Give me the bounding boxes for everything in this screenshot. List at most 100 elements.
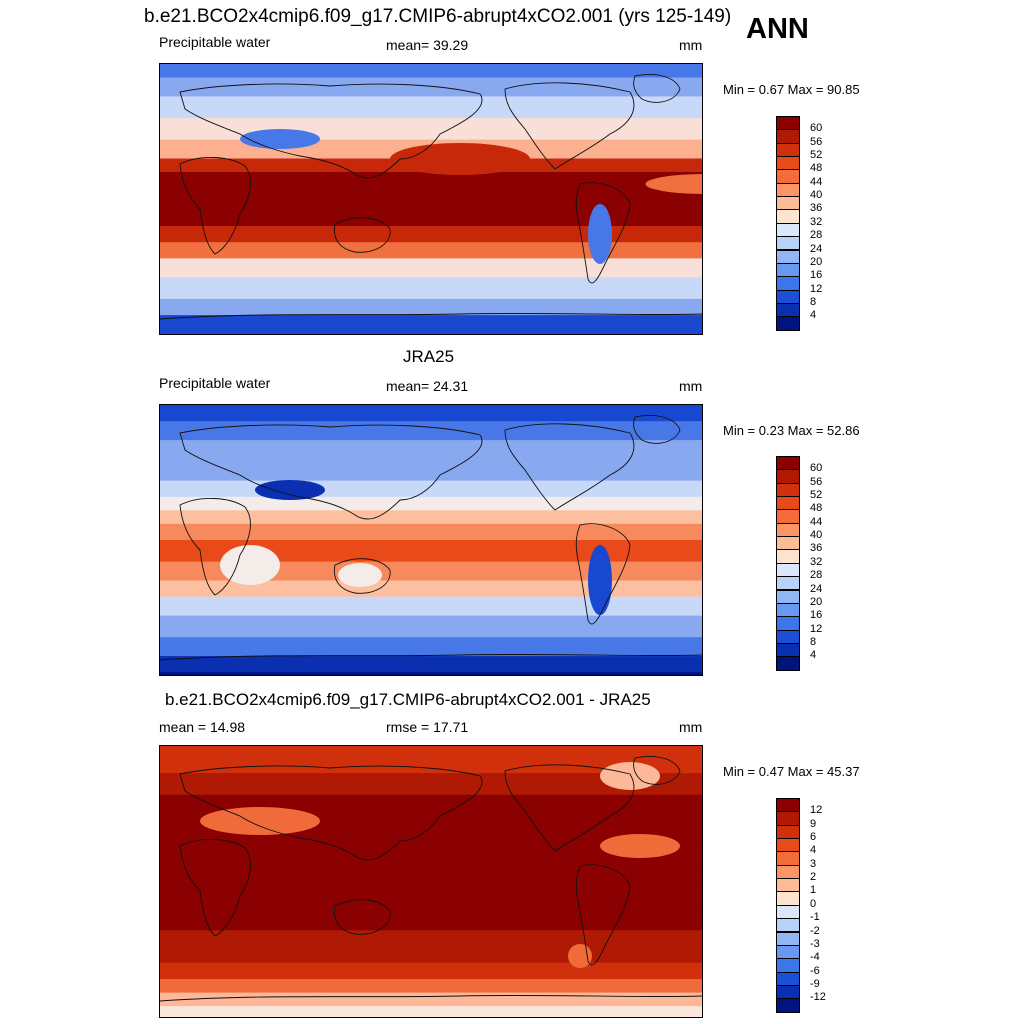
colorbar-swatch xyxy=(776,891,800,906)
colorbar-tick-label: -4 xyxy=(810,951,820,964)
colorbar-swatch xyxy=(776,209,800,224)
colorbar-tick-label: 9 xyxy=(810,817,817,830)
coastline xyxy=(333,217,391,253)
field-band xyxy=(160,865,702,888)
colorbar-tick-label: 24 xyxy=(810,242,823,255)
season-label: ANN xyxy=(746,13,809,45)
colorbar-tick-label: 2 xyxy=(810,871,817,884)
coastline xyxy=(633,74,681,103)
field-band xyxy=(160,656,702,674)
colorbar-tick-label: 56 xyxy=(810,135,823,148)
colorbar-swatch xyxy=(776,944,800,960)
colorbar-tick-label: 8 xyxy=(810,635,817,648)
panel-model-field xyxy=(160,64,702,334)
coastline xyxy=(504,764,635,852)
field-band xyxy=(160,596,702,617)
colorbar-swatch xyxy=(776,878,800,893)
colorbar-swatch xyxy=(776,958,800,973)
field-band xyxy=(160,96,702,119)
colorbar-tick-label: 4 xyxy=(810,309,817,322)
colorbar-tick-label: 52 xyxy=(810,149,823,162)
coastline xyxy=(179,83,483,179)
panel-model-title: b.e21.BCO2x4cmip6.f09_g17.CMIP6-abrupt4x… xyxy=(144,6,732,27)
field-feature xyxy=(568,944,592,968)
colorbar-swatch xyxy=(776,316,800,331)
panel-diff-minmax: Min = 0.47 Max = 45.37 xyxy=(723,764,860,779)
colorbar-tick-label: 56 xyxy=(810,475,823,488)
panel-diff-field xyxy=(160,746,702,1017)
colorbar-swatch xyxy=(776,918,800,933)
colorbar-swatch xyxy=(776,971,800,986)
panel-obs-field xyxy=(160,405,702,675)
field-feature xyxy=(588,545,612,615)
colorbar-tick-label: 36 xyxy=(810,202,823,215)
panel-obs-map xyxy=(159,404,703,676)
colorbar-tick-label: 32 xyxy=(810,555,823,568)
field-band xyxy=(160,496,702,512)
field-band xyxy=(160,540,702,563)
field-band xyxy=(160,315,702,334)
field-band xyxy=(160,440,702,463)
panel-model-units: mm xyxy=(679,37,703,53)
colorbar-swatch xyxy=(776,562,800,578)
colorbar-tick-label: 1 xyxy=(810,884,817,897)
colorbar-swatch xyxy=(776,302,800,318)
field-band xyxy=(160,561,702,582)
field-band xyxy=(160,405,702,423)
colorbar-swatch xyxy=(776,169,800,184)
panel-obs-mean: mean= 24.31 xyxy=(386,378,469,394)
field-band xyxy=(160,672,702,675)
colorbar-swatch xyxy=(776,864,800,880)
field-band xyxy=(160,962,702,981)
field-band xyxy=(160,64,702,79)
colorbar-swatch xyxy=(776,262,800,278)
field-feature xyxy=(588,204,612,264)
colorbar-tick-label: 3 xyxy=(810,857,817,870)
coastline xyxy=(633,415,681,444)
colorbar-swatch xyxy=(776,811,800,826)
colorbar-tick-label: 4 xyxy=(810,844,817,857)
coastline xyxy=(160,312,702,320)
colorbar-swatch xyxy=(776,576,800,591)
coastline xyxy=(333,899,391,935)
colorbar-swatch xyxy=(776,222,800,238)
colorbar-tick-label: 28 xyxy=(810,569,823,582)
field-band xyxy=(160,1006,702,1017)
colorbar-tick-label: 8 xyxy=(810,295,817,308)
colorbar-tick-label: 40 xyxy=(810,189,823,202)
coastline xyxy=(160,994,702,1002)
colorbar-swatch xyxy=(776,602,800,618)
panel-diff-map xyxy=(159,745,703,1018)
colorbar-tick-label: 36 xyxy=(810,542,823,555)
colorbar-swatch xyxy=(776,656,800,671)
colorbar-swatch xyxy=(776,536,800,551)
colorbar-swatch xyxy=(776,522,800,538)
colorbar-swatch xyxy=(776,116,800,131)
colorbar-tick-label: 0 xyxy=(810,897,817,910)
panel-model-colorbar: 60 56 52 48 44 40 36 32 28 24 20 16 12 8 4 xyxy=(776,116,836,331)
colorbar-tick-label: 52 xyxy=(810,489,823,502)
colorbar-swatch xyxy=(776,642,800,658)
colorbar-swatch xyxy=(776,289,800,304)
coastline xyxy=(179,838,251,937)
colorbar-tick-label: 20 xyxy=(810,595,823,608)
panel-diff-units: mm xyxy=(679,719,703,735)
colorbar-swatch xyxy=(776,509,800,524)
colorbar-tick-label: -6 xyxy=(810,964,820,977)
colorbar-swatch xyxy=(776,589,800,604)
coastline xyxy=(333,558,391,594)
panel-diff-colorbar: 12 9 6 4 3 2 1 0 -1 -2 -3 -4 -6 -9 -12 xyxy=(776,798,836,1013)
colorbar-swatch xyxy=(776,824,800,840)
colorbar-tick-label: -3 xyxy=(810,937,820,950)
field-band xyxy=(160,773,702,796)
coastline xyxy=(179,497,251,596)
field-band xyxy=(160,908,702,932)
colorbar-swatch xyxy=(776,456,800,471)
colorbar-swatch xyxy=(776,482,800,498)
colorbar-tick-label: -9 xyxy=(810,977,820,990)
colorbar-tick-label: 32 xyxy=(810,215,823,228)
colorbar-swatch xyxy=(776,156,800,171)
field-band xyxy=(160,242,702,260)
field-band xyxy=(160,637,702,658)
field-feature xyxy=(645,174,702,194)
